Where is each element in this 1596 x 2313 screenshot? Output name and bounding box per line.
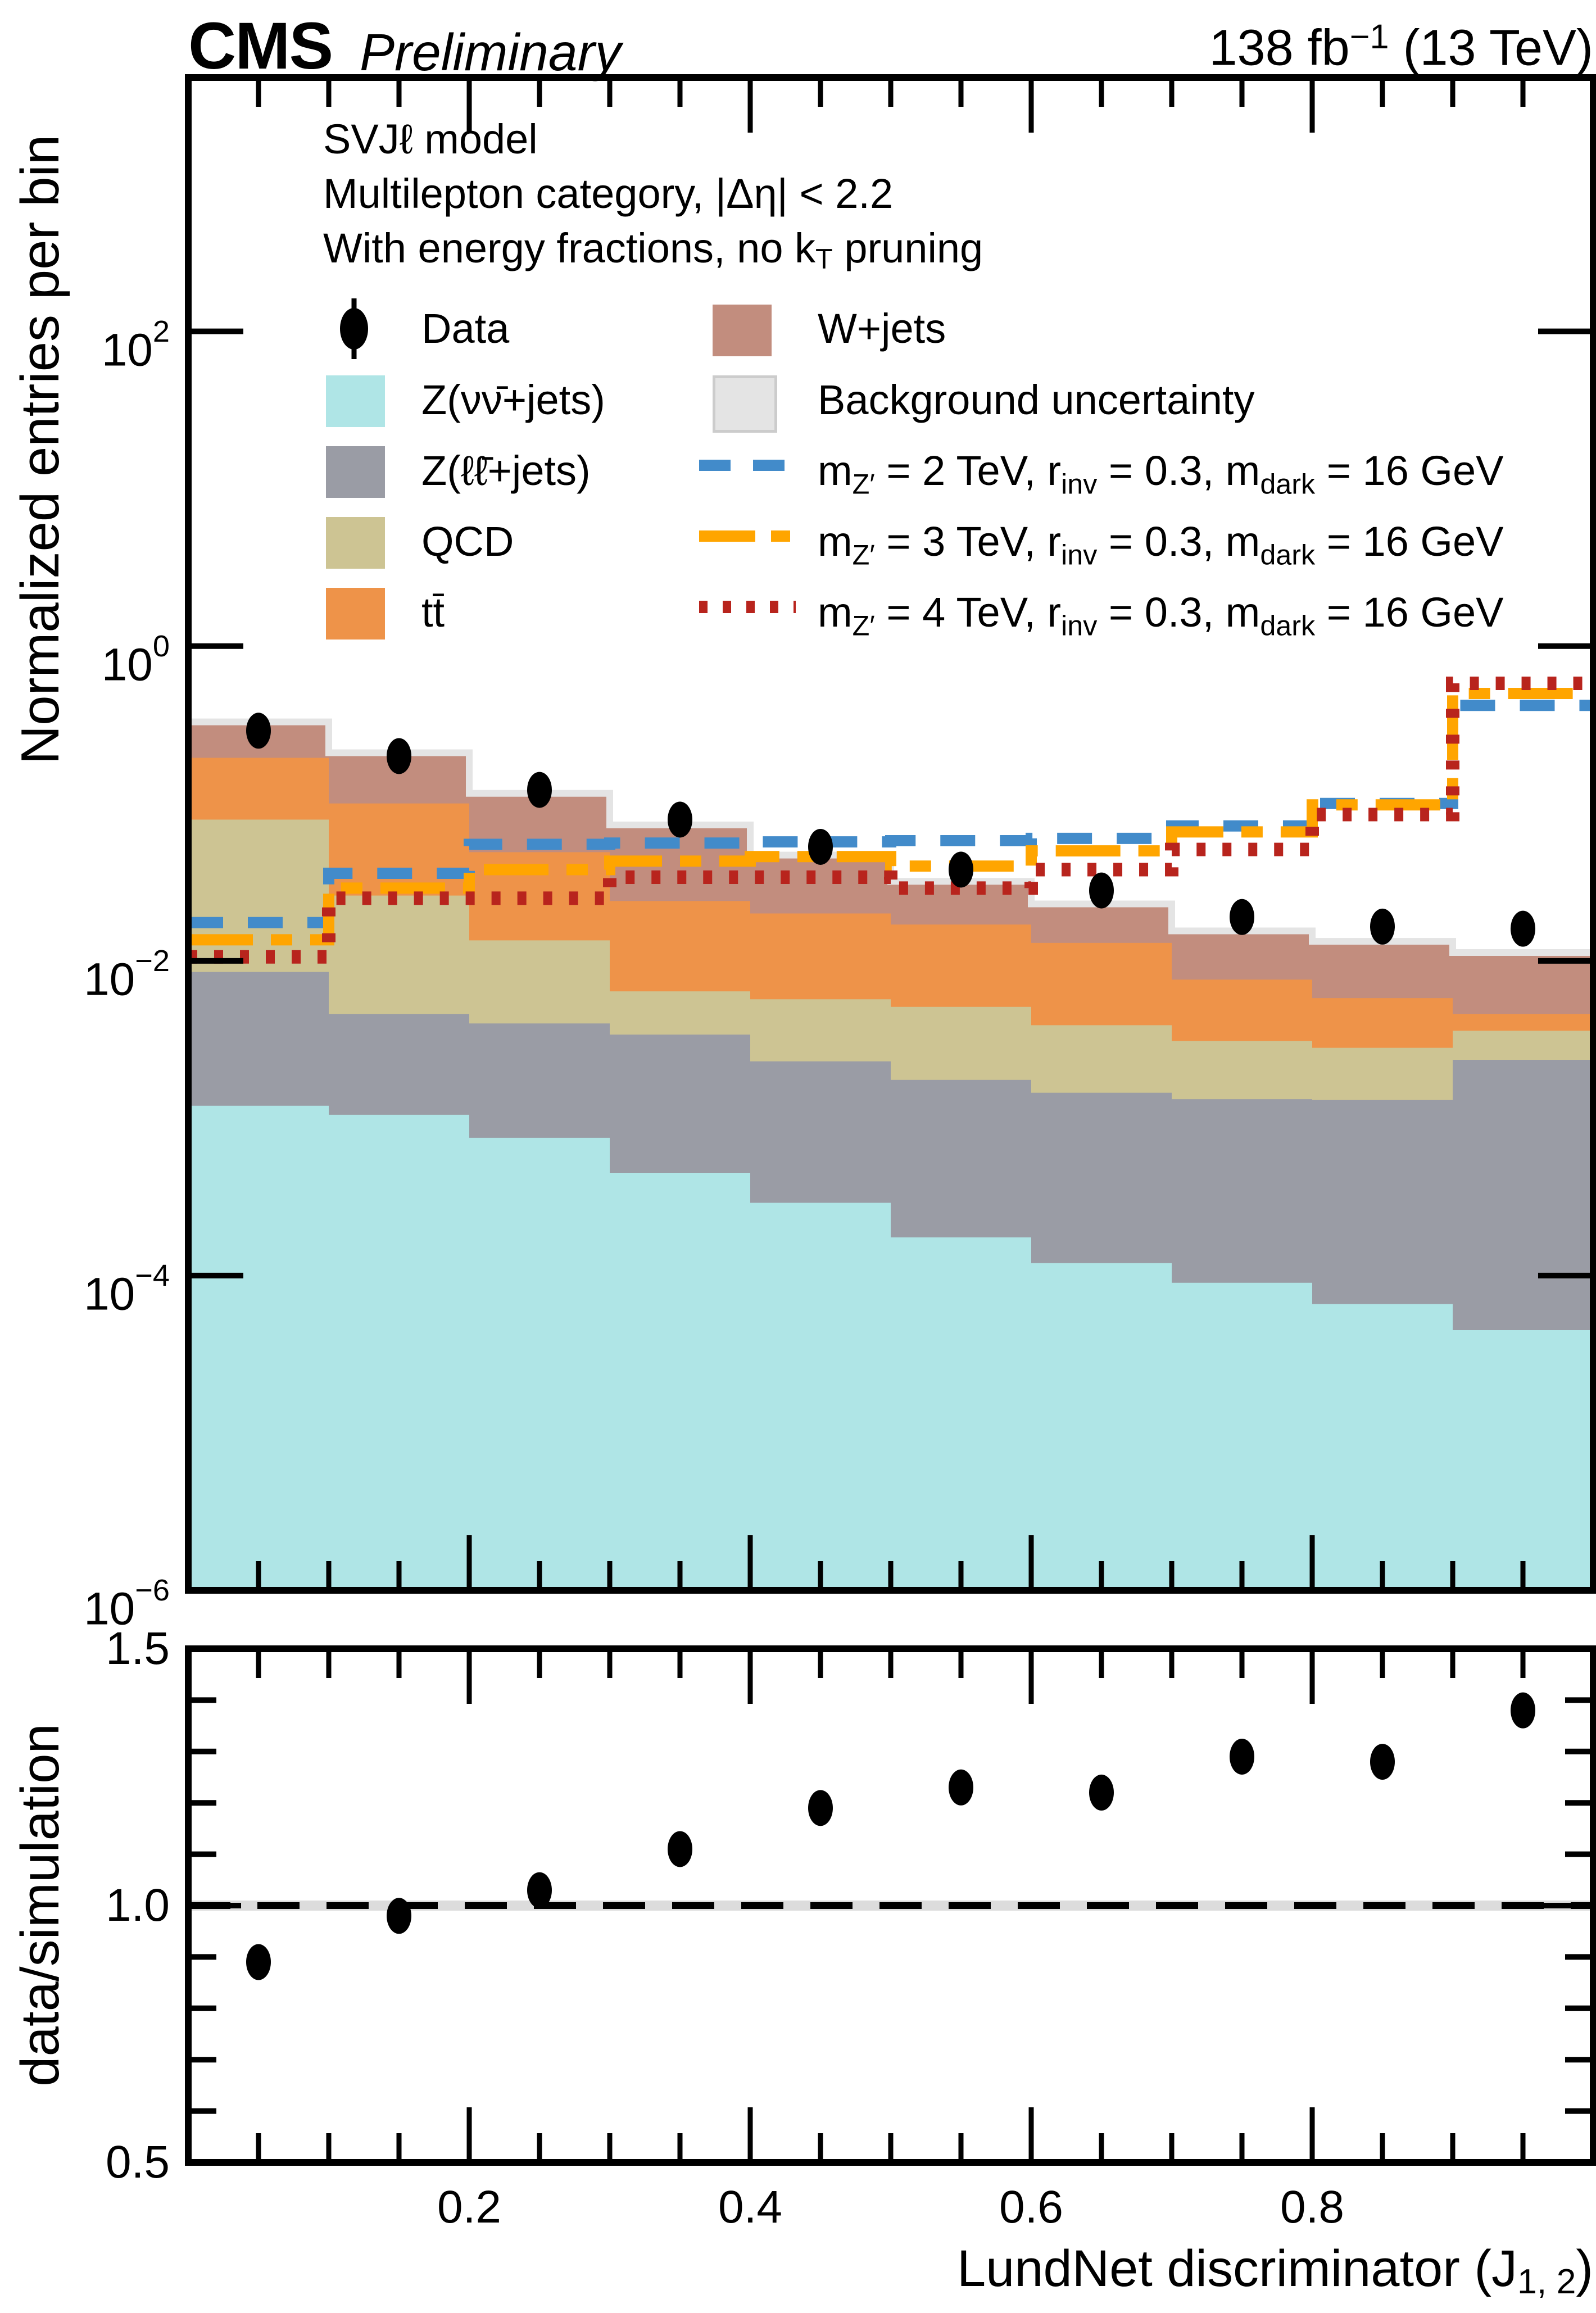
- legend-label-ttbar: tt̄: [421, 589, 445, 636]
- ratio-point: [1511, 1692, 1535, 1729]
- data-point: [387, 738, 411, 774]
- data-point: [949, 851, 973, 888]
- x-tick-label: 0.6: [999, 2182, 1063, 2233]
- x-axis-title: LundNet discriminator (J1, 2): [956, 2240, 1593, 2301]
- data-point: [1511, 910, 1535, 947]
- ratio-y-tick-label: 1.5: [106, 1623, 170, 1674]
- annotation-model: SVJℓ model: [323, 116, 538, 162]
- main-y-tick-label: 102: [101, 314, 170, 375]
- x-tick-label: 0.2: [437, 2182, 501, 2233]
- data-points: [246, 713, 1535, 947]
- legend-label-uncertainty: Background uncertainty: [818, 377, 1255, 423]
- legend-label-signal-4tev: mZ′ = 4 TeV, rinv = 0.3, mdark = 16 GeV: [818, 589, 1504, 642]
- legend-label-znunu: Z(νν̄+jets): [421, 377, 605, 423]
- legend-label-qcd: QCD: [421, 518, 514, 565]
- legend-label-wjets: W+jets: [818, 305, 946, 352]
- ratio-panel: [188, 1692, 1593, 1980]
- ratio-point: [668, 1831, 692, 1867]
- data-point: [246, 713, 271, 749]
- main-y-tick-label: 100: [101, 629, 170, 691]
- data-point: [1370, 908, 1395, 945]
- legend-swatch-znunu: [326, 375, 385, 427]
- x-tick-label: 0.8: [1280, 2182, 1344, 2233]
- main-y-tick-label: 10−4: [84, 1258, 170, 1320]
- signal-line-sig3: [188, 688, 1593, 946]
- ratio-y-tick-label: 0.5: [106, 2137, 170, 2188]
- cms-logo-text: CMS: [188, 9, 333, 83]
- ratio-point: [527, 1872, 552, 1908]
- x-tick-label: 0.4: [718, 2182, 782, 2233]
- legend-swatch-ttbar: [326, 588, 385, 640]
- data-point: [808, 828, 833, 865]
- ratio-point: [808, 1790, 833, 1826]
- luminosity-label: 138 fb−1 (13 TeV): [1209, 17, 1593, 76]
- data-point: [527, 772, 552, 808]
- legend-swatch-wjets: [713, 305, 772, 356]
- ratio-panel-frame: [185, 1645, 1596, 2166]
- legend-line-signal-2tev: [697, 448, 798, 485]
- main-y-tick-label: 10−6: [84, 1573, 170, 1635]
- ratio-point: [246, 1944, 271, 1980]
- data-point: [1230, 899, 1254, 935]
- legend-label-signal-2tev: mZ′ = 2 TeV, rinv = 0.3, mdark = 16 GeV: [818, 447, 1504, 500]
- legend-swatch-uncertainty: [713, 375, 777, 433]
- signal-line-sig4: [188, 676, 1593, 964]
- ratio-point: [1230, 1738, 1254, 1775]
- stacked-backgrounds: [188, 722, 1593, 1590]
- ratio-point: [387, 1898, 411, 1934]
- legend-line-signal-3tev: [697, 519, 798, 556]
- ratio-point: [1089, 1774, 1114, 1811]
- annotation-category: Multilepton category, |Δη| < 2.2: [323, 170, 894, 217]
- data-point: [668, 801, 692, 838]
- stack-series-znunu: [188, 1105, 1593, 1590]
- ratio-point: [949, 1769, 973, 1806]
- ratio-point: [1370, 1744, 1395, 1780]
- main-panel-frame: [185, 74, 1596, 1594]
- legend-swatch-qcd: [326, 517, 385, 569]
- legend-swatch-zll: [326, 446, 385, 498]
- main-y-tick-label: 10−2: [84, 944, 170, 1005]
- legend-label-data: Data: [421, 305, 510, 352]
- legend-marker-data: [323, 295, 385, 365]
- preliminary-label: Preliminary: [360, 23, 622, 81]
- signal-line-sig2: [188, 700, 1593, 928]
- annotation-selection: With energy fractions, no kT pruning: [323, 225, 983, 275]
- legend-label-zll: Z(ℓℓ̄+jets): [421, 447, 591, 494]
- data-point: [1089, 872, 1114, 909]
- legend-line-signal-4tev: [697, 590, 798, 627]
- legend-label-signal-3tev: mZ′ = 3 TeV, rinv = 0.3, mdark = 16 GeV: [818, 518, 1504, 571]
- ratio-y-tick-label: 1.0: [106, 1880, 170, 1931]
- signal-lines: [188, 676, 1593, 964]
